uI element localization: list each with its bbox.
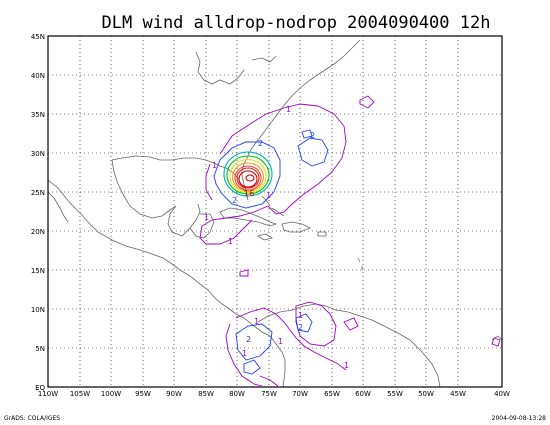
x-tick-label: 55W (387, 390, 403, 398)
hurricane-contours (223, 151, 273, 197)
y-tick-label: 25N (31, 189, 45, 197)
x-tick-label: 65W (324, 390, 340, 398)
contour-label: 2 (310, 131, 315, 140)
map-frame (47, 35, 503, 388)
contour-label: 1 (286, 105, 291, 114)
x-axis-ticks: 110W 105W 100W 95W 90W 85W 80W 75W 70W 6… (38, 390, 510, 398)
footer-credit: GrADS: COLA/IGES (4, 415, 60, 422)
y-tick-label: 15N (31, 267, 45, 275)
contour-label: 1 (266, 191, 271, 200)
contour-label: 1 (228, 237, 233, 246)
contour-label: 2 (258, 139, 263, 148)
contour-label: 1 (278, 337, 283, 346)
gridlines (48, 36, 502, 387)
y-tick-label: 35N (31, 111, 45, 119)
y-tick-label: 40N (31, 72, 45, 80)
x-tick-label: 95W (135, 390, 151, 398)
x-tick-label: 75W (261, 390, 277, 398)
x-tick-label: 50W (418, 390, 434, 398)
contour-label: 2 (246, 335, 251, 344)
contour-label: 1 (242, 349, 247, 358)
x-tick-label: 70W (292, 390, 308, 398)
x-tick-label: 80W (229, 390, 245, 398)
contour-label: 2 (232, 196, 237, 205)
x-tick-label: 110W (38, 390, 58, 398)
x-tick-label: 100W (101, 390, 121, 398)
x-tick-label: 60W (355, 390, 371, 398)
contour-label: 1 (212, 161, 217, 170)
contour-label: 1 (254, 317, 259, 326)
y-axis-ticks: EQ 5N 10N 15N 20N 25N 30N 35N 40N 45N (31, 33, 46, 392)
y-tick-label: 10N (31, 306, 45, 314)
footer-timestamp: 2004-09-08-13:28 (492, 415, 547, 422)
y-tick-label: 20N (31, 228, 45, 236)
x-tick-label: 105W (70, 390, 90, 398)
x-tick-label: 85W (198, 390, 214, 398)
contour-label: 1 (204, 213, 209, 222)
x-tick-label: 40W (494, 390, 510, 398)
y-tick-label: 5N (35, 345, 45, 353)
y-tick-label: 45N (31, 33, 45, 41)
contour-label: 1 (344, 361, 349, 370)
y-tick-label: 30N (31, 150, 45, 158)
x-tick-label: 45W (450, 390, 466, 398)
contour-level-2 (213, 129, 329, 375)
contour-level-1 (199, 95, 501, 387)
contour-label: 16 (244, 189, 254, 198)
x-tick-label: 90W (166, 390, 182, 398)
y-tick-label: EQ (35, 384, 45, 392)
map-title: DLM wind alldrop-nodrop 2004090400 12h (102, 13, 491, 33)
contour-label: 2 (298, 323, 303, 332)
contour-labels: 1 1 1 1 2 2 2 2 1 1 1 1 2 1 16 1 (204, 105, 349, 370)
contour-label: 1 (298, 311, 303, 320)
